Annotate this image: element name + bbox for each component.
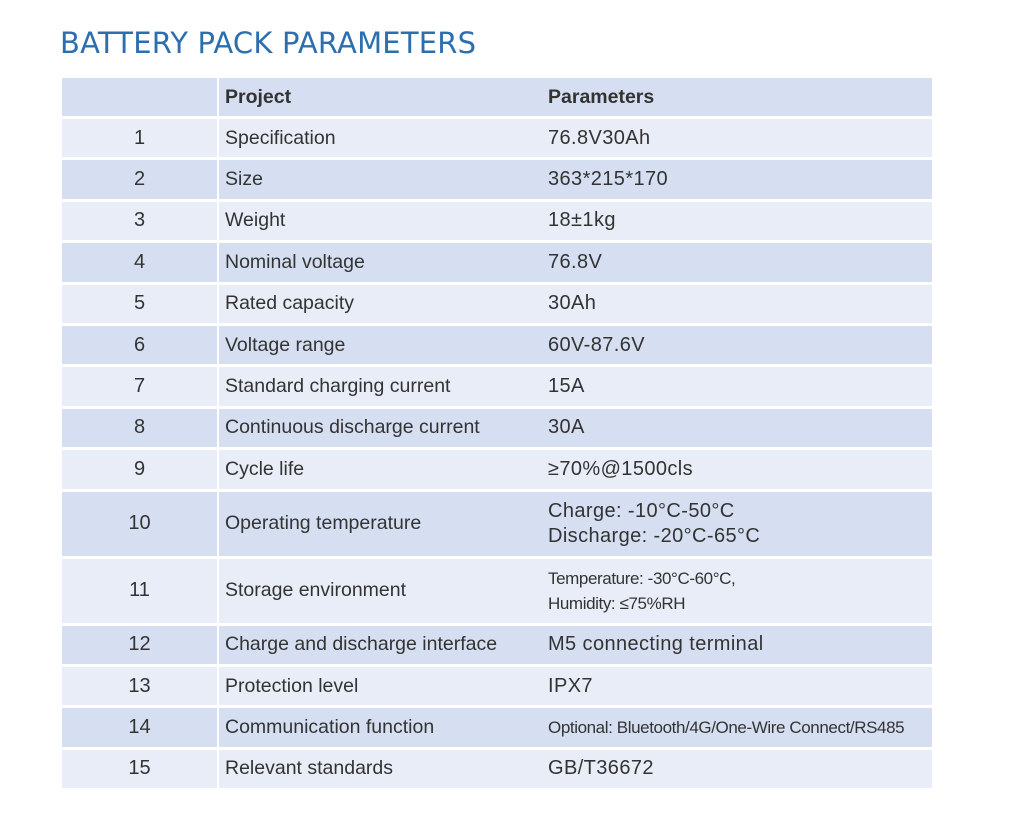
row-parameters: 60V-87.6V — [529, 326, 932, 364]
table-row: 3 Weight 18±1kg — [62, 201, 932, 241]
table-row: 1 Specification 76.8V30Ah — [62, 119, 932, 158]
row-parameters: 18±1kg — [529, 202, 932, 240]
parameter-line: ≥70%@1500cls — [548, 457, 694, 480]
row-index: 14 — [128, 715, 151, 738]
row-parameters: 30Ah — [529, 285, 932, 323]
page-title: BATTERY PACK PARAMETERS — [60, 26, 477, 60]
row-project: Nominal voltage — [217, 243, 529, 282]
row-index: 10 — [128, 512, 151, 535]
row-project: Specification — [217, 119, 529, 158]
parameter-line: Humidity: ≤75%RH — [548, 593, 686, 613]
row-parameters: 363*215*170 — [529, 160, 932, 198]
row-project: Rated capacity — [217, 284, 529, 323]
header-project: Project — [217, 78, 529, 116]
parameter-line: GB/T36672 — [548, 757, 654, 780]
row-parameters: 15A — [529, 367, 932, 405]
table-row: 4 Nominal voltage 76.8V — [62, 243, 932, 282]
row-parameters: GB/T36672 — [529, 750, 932, 788]
row-parameters: Temperature: -30°C-60°C, Humidity: ≤75%RH — [529, 559, 932, 623]
row-project: Protection level — [217, 666, 529, 706]
parameter-line: 363*215*170 — [548, 168, 669, 191]
parameter-line: 60V-87.6V — [548, 333, 646, 356]
row-index: 8 — [133, 416, 146, 439]
row-parameters: M5 connecting terminal — [529, 626, 932, 664]
row-parameters: 30A — [529, 409, 932, 447]
table-row: 15 Relevant standards GB/T36672 — [62, 749, 932, 789]
row-project: Relevant standards — [217, 749, 529, 789]
row-index: 7 — [133, 375, 146, 398]
row-index: 12 — [128, 633, 151, 656]
row-project: Size — [217, 160, 529, 199]
table-body: 1 Specification 76.8V30Ah 2 Size 363*215*170 3… — [62, 119, 932, 789]
row-index: 3 — [133, 209, 146, 232]
row-parameters: Optional: Bluetooth/4G/One-Wire Connect/… — [529, 708, 932, 746]
table-row: 13 Protection level IPX7 — [62, 666, 932, 706]
table-row: 11 Storage environment Temperature: -30°C-… — [62, 558, 932, 623]
row-project: Cycle life — [217, 450, 529, 489]
table-header-row: Project Parameters — [62, 78, 932, 116]
row-index: 9 — [133, 457, 146, 480]
row-index: 6 — [133, 333, 146, 356]
row-parameters: 76.8V — [529, 243, 932, 281]
parameter-line: 15A — [548, 375, 585, 398]
parameter-line: Discharge: -20°C-65°C — [548, 524, 761, 547]
row-index: 13 — [128, 674, 151, 697]
row-project: Continuous discharge current — [217, 408, 529, 448]
row-parameters: ≥70%@1500cls — [529, 450, 932, 488]
parameter-line: 76.8V30Ah — [548, 126, 651, 149]
row-index: 11 — [129, 579, 150, 602]
row-index: 2 — [133, 168, 146, 191]
parameter-line: 76.8V — [548, 250, 603, 273]
row-index: 4 — [133, 250, 146, 273]
row-project: Charge and discharge interface — [217, 625, 529, 664]
header-parameters: Parameters — [548, 85, 655, 108]
row-index: 5 — [133, 292, 146, 315]
parameter-line: 18±1kg — [548, 209, 616, 232]
row-project: Standard charging current — [217, 367, 529, 406]
row-parameters: 76.8V30Ah — [529, 119, 932, 157]
parameters-table: Project Parameters 1 Specification 76.8V30… — [62, 75, 932, 791]
table-row: 5 Rated capacity 30Ah — [62, 284, 932, 323]
header-index — [62, 78, 217, 116]
table-row: 2 Size 363*215*170 — [62, 160, 932, 199]
table-row: 9 Cycle life ≥70%@1500cls — [62, 450, 932, 489]
parameter-line: Temperature: -30°C-60°C, — [548, 568, 736, 588]
row-parameters: Charge: -10°C-50°C Discharge: -20°C-65°C — [529, 492, 932, 556]
table-row: 8 Continuous discharge current 30A — [62, 408, 932, 448]
row-parameters: IPX7 — [529, 667, 932, 705]
table-row: 6 Voltage range 60V-87.6V — [62, 325, 932, 365]
parameter-line: Optional: Bluetooth/4G/One-Wire Connect/… — [548, 717, 905, 737]
parameter-line: 30A — [548, 416, 585, 439]
row-index: 15 — [128, 757, 151, 780]
table-row: 7 Standard charging current 15A — [62, 367, 932, 406]
table-row: 14 Communication function Optional: Blueto… — [62, 708, 932, 747]
row-project: Storage environment — [217, 558, 529, 623]
parameter-line: IPX7 — [548, 674, 593, 697]
row-project: Operating temperature — [217, 491, 529, 556]
parameter-line: M5 connecting terminal — [548, 633, 764, 656]
row-project: Weight — [217, 201, 529, 241]
row-index: 1 — [133, 126, 146, 149]
parameter-line: 30Ah — [548, 292, 597, 315]
parameter-line: Charge: -10°C-50°C — [548, 499, 735, 522]
row-project: Communication function — [217, 708, 529, 747]
row-project: Voltage range — [217, 325, 529, 365]
table-row: 10 Operating temperature Charge: -10°C-50°… — [62, 491, 932, 556]
table-row: 12 Charge and discharge interface M5 conne… — [62, 625, 932, 664]
